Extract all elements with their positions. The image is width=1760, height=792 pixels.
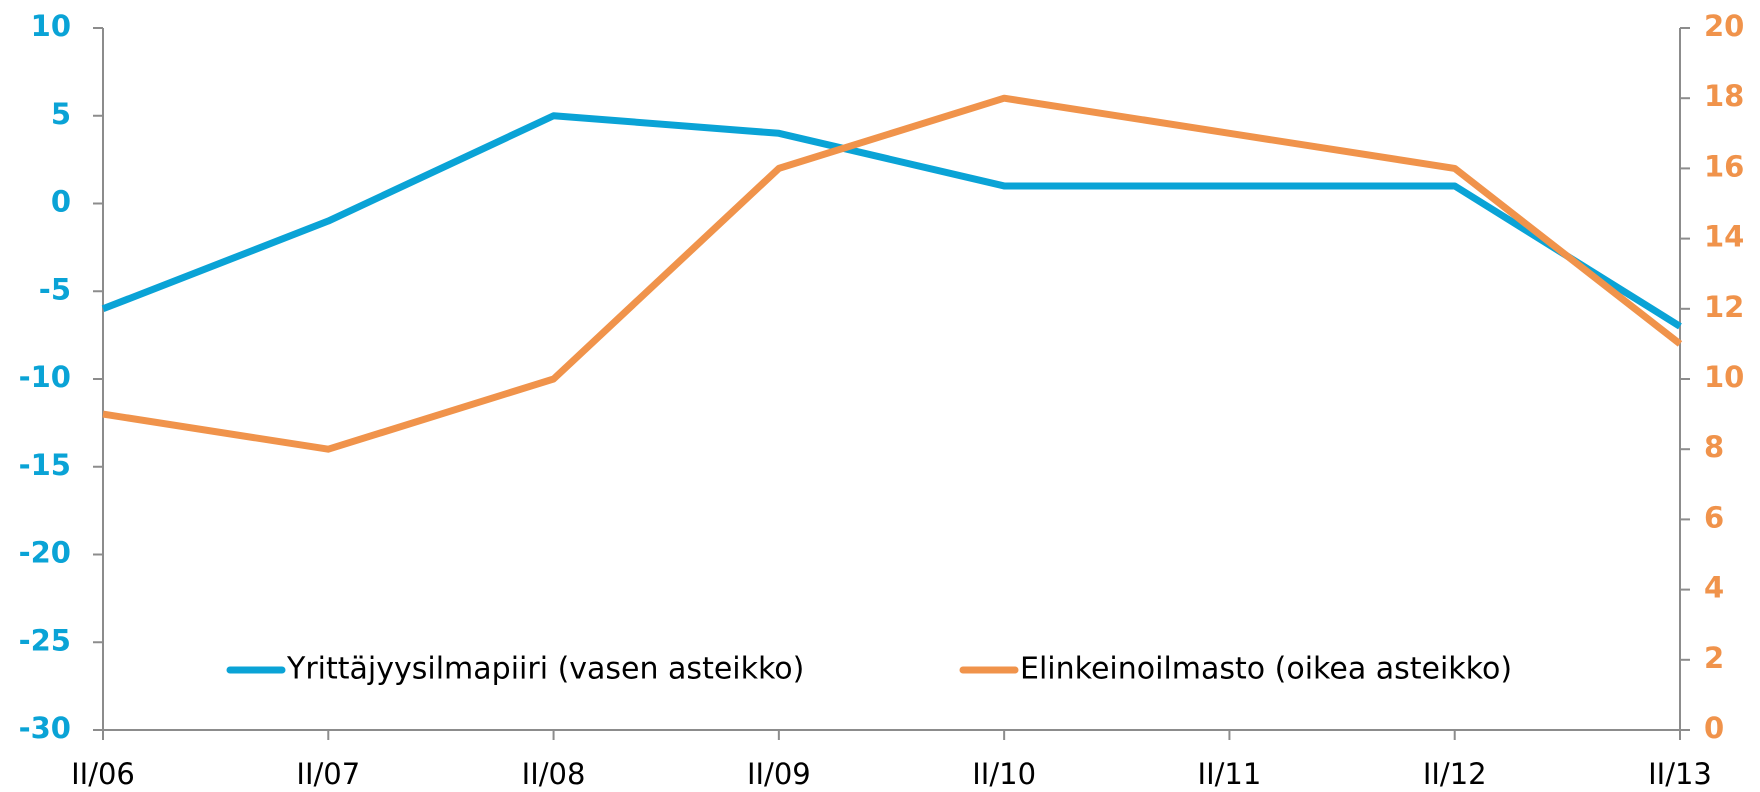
x-tick-label: II/09 [747,757,811,791]
y2-tick-label: 6 [1704,500,1724,534]
y-tick-label: -30 [19,711,71,745]
y-tick-label: -20 [19,536,71,570]
x-tick-label: II/13 [1648,757,1712,791]
y-tick-label: -25 [19,623,71,657]
y2-tick-label: 14 [1704,220,1744,254]
series-line [102,94,1683,453]
y2-tick-label: 2 [1704,641,1724,675]
x-tick-label: II/12 [1423,757,1487,791]
legend-label: Yrittäjyysilmapiiri (vasen asteikko) [286,652,804,687]
x-tick-label: II/11 [1198,757,1262,791]
y2-tick-label: 8 [1704,430,1724,464]
y2-tick-label: 0 [1704,711,1724,745]
y2-tick-label: 4 [1704,571,1724,605]
x-tick-label: II/08 [522,757,586,791]
legend-label: Elinkeinoilmasto (oikea asteikko) [1020,652,1512,687]
y2-tick-label: 18 [1704,79,1744,113]
y-tick-label: -10 [19,360,71,394]
y2-tick-label: 12 [1704,290,1744,324]
y-tick-label: -15 [19,448,71,482]
series-line [101,112,1682,330]
y-tick-label: 0 [51,185,71,219]
x-tick-label: II/10 [972,757,1036,791]
x-tick-label: II/07 [296,757,360,791]
y-tick-label: 10 [31,9,71,43]
y-tick-label: -5 [39,272,71,306]
y2-tick-label: 16 [1704,149,1744,183]
y2-tick-label: 20 [1704,9,1744,43]
y2-tick-label: 10 [1704,360,1744,394]
y-tick-label: 5 [51,97,71,131]
x-tick-label: II/06 [71,757,135,791]
